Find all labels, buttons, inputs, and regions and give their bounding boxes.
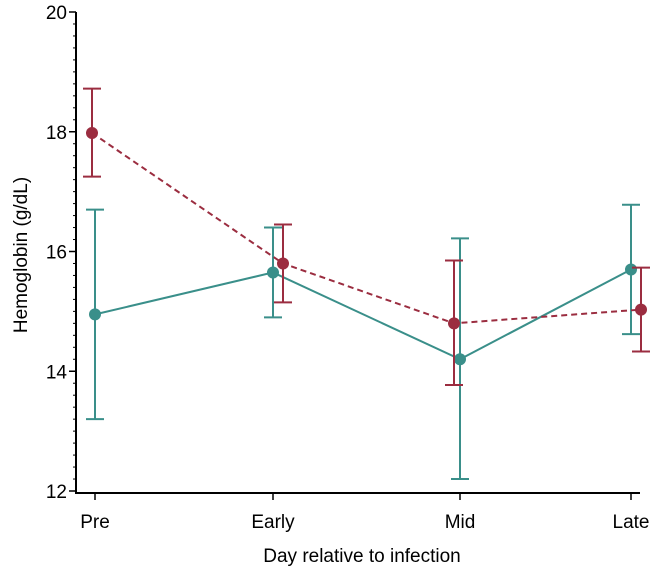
data-point	[625, 263, 637, 276]
y-tick-label: 14	[46, 362, 68, 383]
axes: 12 14 16 18 20 Pre Early Mid Late	[46, 3, 650, 533]
series-1	[86, 203, 640, 481]
series-line	[94, 268, 632, 361]
data-point	[277, 257, 289, 270]
series-2	[83, 87, 650, 387]
data-point	[454, 353, 466, 366]
x-tick-label: Early	[251, 512, 295, 533]
y-tick-label: 16	[46, 243, 67, 264]
y-tick-label: 20	[46, 3, 67, 24]
data-point	[86, 126, 98, 139]
data-point	[89, 308, 101, 321]
y-tick-label: 12	[46, 482, 67, 503]
series-layer	[83, 87, 650, 481]
x-tick-label: Mid	[445, 512, 476, 533]
y-tick-label: 18	[46, 123, 67, 144]
data-point	[448, 317, 460, 330]
series-line	[91, 132, 642, 325]
data-point	[635, 303, 647, 316]
x-tick-label: Late	[613, 512, 650, 533]
data-point	[267, 266, 279, 279]
y-axis-title: Hemoglobin (g/dL)	[11, 177, 32, 333]
x-tick-label: Pre	[80, 512, 110, 533]
x-axis-title: Day relative to infection	[263, 546, 461, 567]
